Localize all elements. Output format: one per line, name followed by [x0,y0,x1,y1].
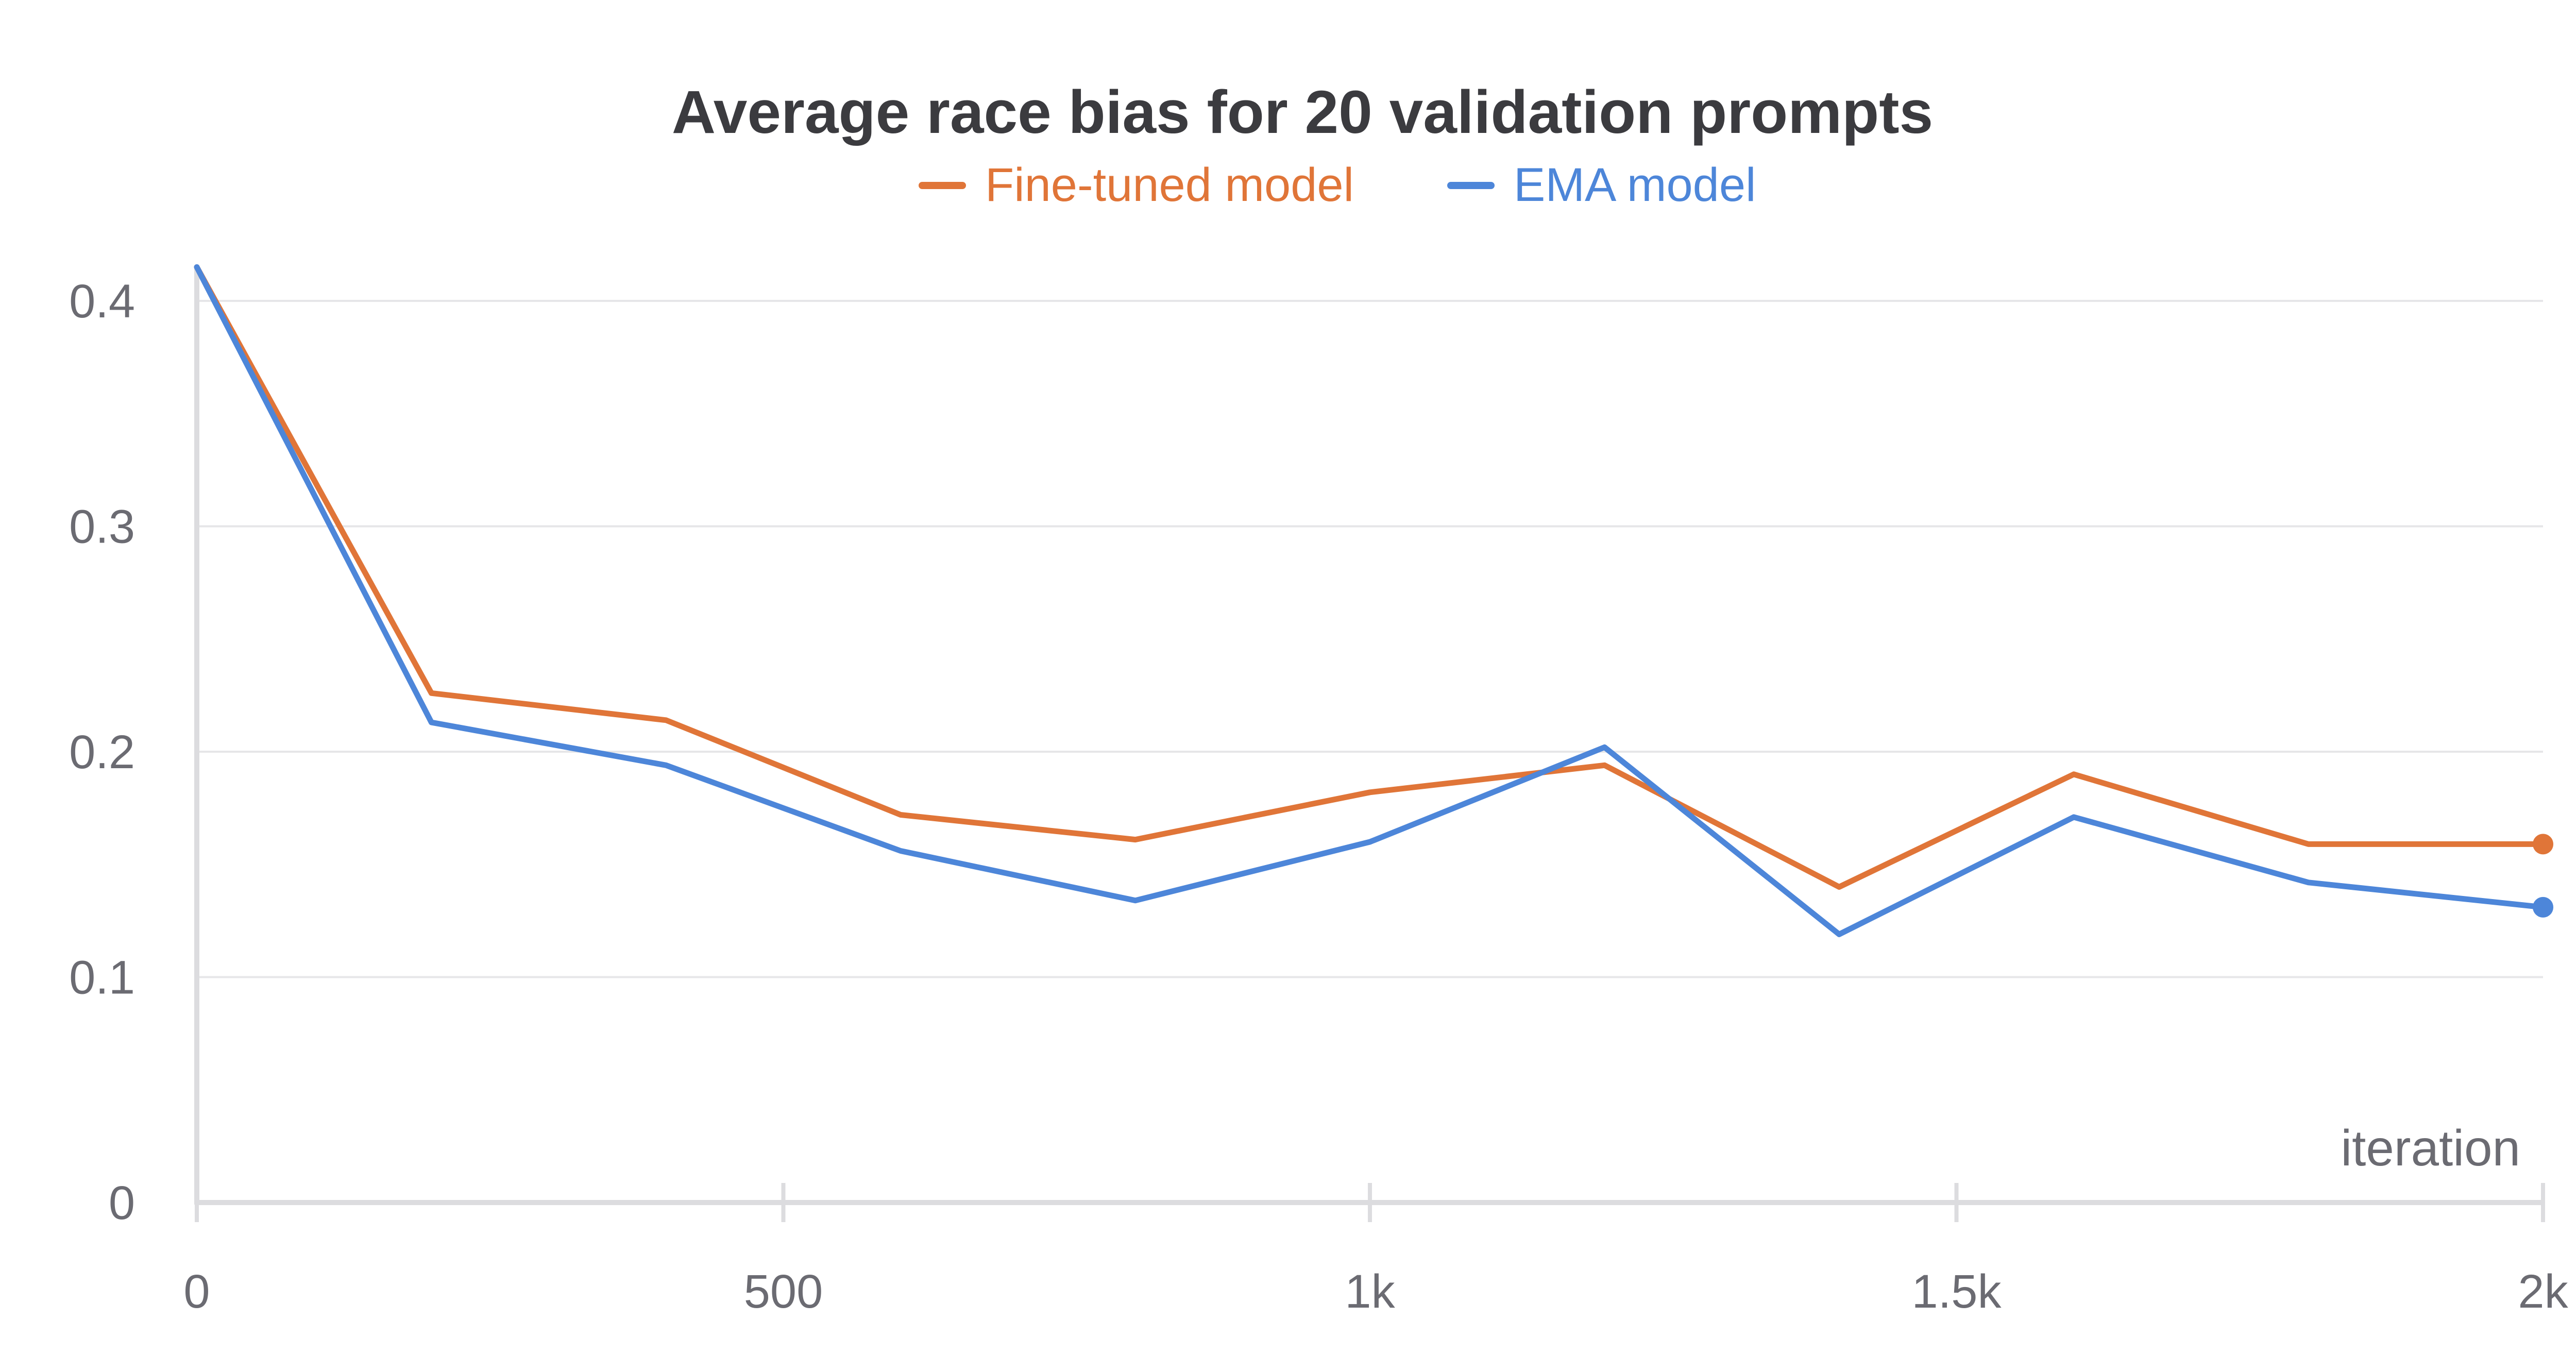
legend-item-fine-tuned-model[interactable]: Fine-tuned model [919,159,1354,211]
chart-title: Average race bias for 20 validation prom… [672,78,1933,146]
series-line-fine-tuned-model [194,264,2546,890]
x-tick-label: 2k [2518,1265,2568,1318]
grid: 0 0.1 0.2 0.3 0.4 [69,275,2543,1229]
y-tick-label: 0.2 [69,726,135,778]
y-tick-label: 0.3 [69,501,135,553]
series-group [194,264,2553,937]
x-tick-label: 500 [744,1265,823,1318]
series-line-ema-model [194,264,2546,937]
legend: Fine-tuned model EMA model [919,159,1756,211]
x-tick-label: 1.5k [1912,1265,2002,1318]
x-tick-label: 0 [183,1265,210,1318]
legend-label: Fine-tuned model [985,159,1354,211]
y-tick-label: 0 [109,1177,135,1229]
legend-item-ema-model[interactable]: EMA model [1447,159,1756,211]
x-axis-label: iteration [2341,1120,2520,1176]
legend-label: EMA model [1514,159,1756,211]
x-tick-label: 1k [1345,1265,1395,1318]
y-tick-label: 0.4 [69,275,135,328]
series-end-marker-fine-tuned-model [2533,834,2553,855]
axes: 0 500 1k 1.5k 2k [183,268,2569,1318]
series-end-marker-ema-model [2533,896,2553,918]
y-tick-label: 0.1 [69,952,135,1004]
